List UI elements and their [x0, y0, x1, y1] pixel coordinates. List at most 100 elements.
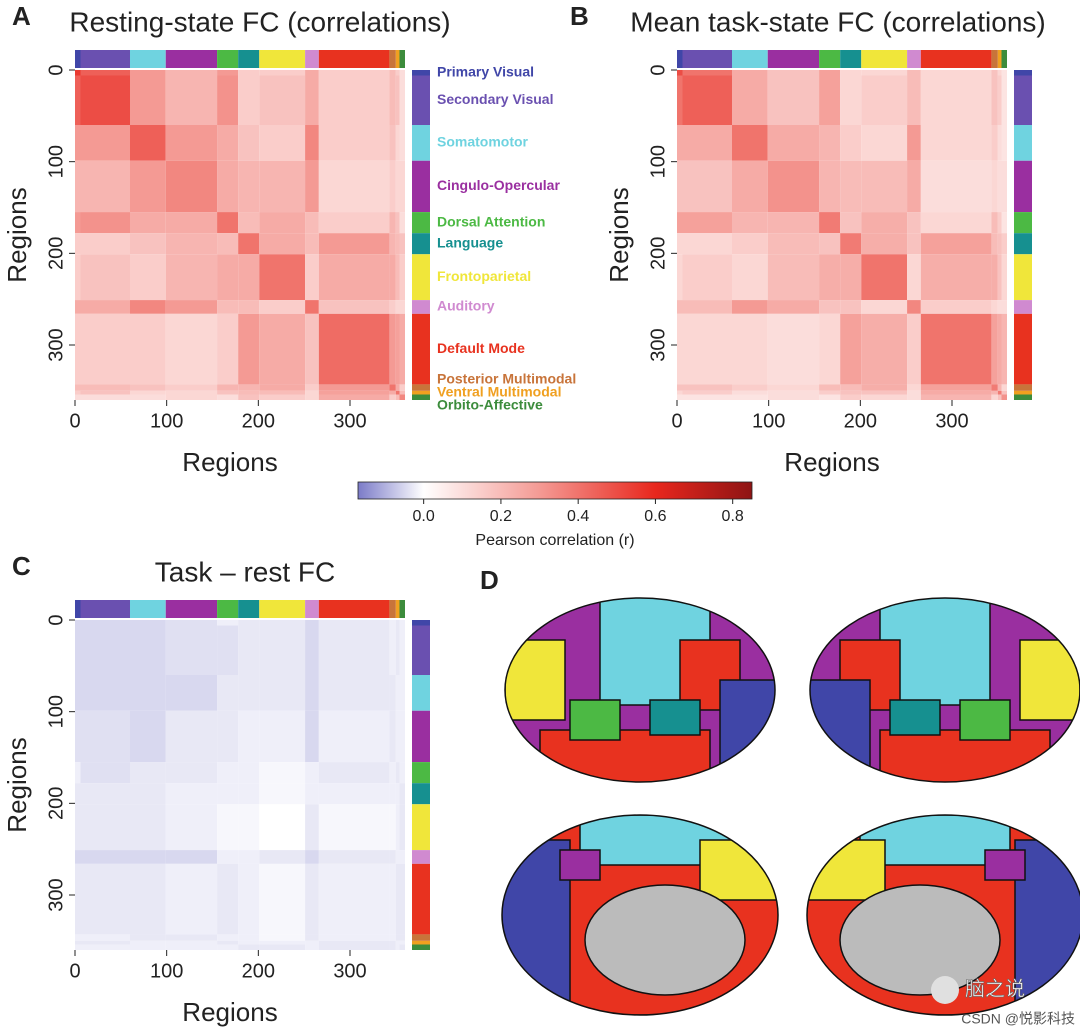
heatmap-cell	[130, 300, 166, 314]
heatmap-cell	[682, 254, 732, 301]
heatmap-cell	[682, 160, 732, 213]
heatmap-cell	[991, 75, 998, 125]
heatmap-cell	[130, 850, 166, 864]
heatmap-cell	[305, 710, 319, 763]
heatmap-cell	[75, 254, 81, 301]
heatmap-cell	[305, 675, 319, 711]
heatmap-cell	[305, 944, 319, 950]
heatmap-cell	[840, 254, 862, 301]
heatmap-cell	[682, 125, 732, 161]
heatmap-cell	[920, 390, 992, 395]
heatmap-cell	[907, 233, 921, 255]
heatmap-cell	[165, 675, 218, 711]
network-bar	[389, 50, 396, 68]
y-tick-label: 300	[45, 878, 67, 911]
heatmap-cell	[1001, 384, 1007, 391]
heatmap-cell	[389, 313, 396, 385]
y-axis-label: Regions	[604, 187, 634, 282]
heatmap-cell	[395, 394, 400, 400]
heatmap-cell	[1001, 254, 1007, 301]
heatmap-cell	[305, 254, 319, 301]
heatmap-cell	[259, 710, 306, 763]
heatmap-cell	[259, 944, 306, 950]
heatmap-cell	[907, 390, 921, 395]
heatmap-cell	[907, 313, 921, 385]
heatmap-cell	[677, 75, 683, 125]
network-bar	[682, 50, 732, 68]
heatmap-cell	[165, 850, 218, 864]
heatmap-cell	[318, 804, 390, 851]
heatmap-cell	[907, 160, 921, 213]
heatmap-cell	[165, 233, 218, 255]
heatmap-cell	[399, 75, 405, 125]
heatmap-cell	[238, 254, 260, 301]
heatmap-cell	[165, 390, 218, 395]
heatmap-cell	[75, 934, 81, 941]
heatmap-cell	[165, 863, 218, 935]
heatmap-cell	[389, 620, 396, 626]
heatmap-cell	[840, 300, 862, 314]
network-label: Orbito-Affective	[437, 397, 543, 413]
heatmap-cell	[732, 125, 768, 161]
heatmap-cell	[997, 233, 1002, 255]
heatmap-cell	[75, 233, 81, 255]
heatmap-cell	[75, 125, 81, 161]
heatmap-cell	[305, 313, 319, 385]
heatmap-cell	[318, 75, 390, 125]
heatmap-cell	[259, 233, 306, 255]
heatmap-cell	[130, 620, 166, 626]
network-bar	[75, 50, 81, 68]
heatmap-cell	[677, 384, 683, 391]
heatmap-cell	[318, 70, 390, 76]
heatmap-cell	[305, 160, 319, 213]
network-label: Default Mode	[437, 340, 525, 356]
heatmap-cell	[259, 394, 306, 400]
heatmap-cell	[767, 300, 820, 314]
network-label: Dorsal Attention	[437, 213, 545, 229]
heatmap-cell	[80, 233, 130, 255]
heatmap-cell	[907, 384, 921, 391]
brain-surfaces	[501, 597, 1080, 1016]
network-bar	[412, 783, 430, 805]
heatmap-cell	[395, 384, 400, 391]
heatmap-cell	[840, 212, 862, 234]
heatmap-cell	[997, 160, 1002, 213]
heatmap-cell	[395, 710, 400, 763]
heatmap-cell	[395, 944, 400, 950]
heatmap-cell	[75, 313, 81, 385]
heatmap-cell	[907, 254, 921, 301]
heatmap-cell	[217, 390, 239, 395]
heatmap-cell	[819, 75, 841, 125]
heatmap-cell	[80, 675, 130, 711]
network-bar	[1014, 70, 1032, 76]
heatmap-cell	[165, 212, 218, 234]
heatmap-cell	[819, 254, 841, 301]
heatmap-cell	[305, 934, 319, 941]
heatmap-cell	[399, 940, 405, 945]
heatmap-cell	[130, 254, 166, 301]
heatmap-cell	[259, 70, 306, 76]
heatmap-cell	[305, 863, 319, 935]
heatmap-cell	[165, 710, 218, 763]
network-bar	[1014, 394, 1032, 400]
heatmap-cell	[75, 394, 81, 400]
heatmap-cell	[732, 212, 768, 234]
heatmap-cell	[305, 212, 319, 234]
network-bar	[80, 600, 130, 618]
heatmap-cell	[920, 160, 992, 213]
heatmap-cell	[238, 625, 260, 675]
heatmap-cell	[80, 934, 130, 941]
heatmap-cell	[395, 625, 400, 675]
heatmap-cell	[165, 804, 218, 851]
heatmap-cell	[238, 70, 260, 76]
network-bar	[412, 390, 430, 395]
heatmap-cell	[165, 620, 218, 626]
heatmap-cell	[259, 762, 306, 784]
heatmap-cell	[861, 233, 908, 255]
heatmap-cell	[920, 75, 992, 125]
heatmap-cell	[80, 384, 130, 391]
heatmap-cell	[395, 940, 400, 945]
network-bar	[412, 675, 430, 711]
network-bar	[1001, 50, 1007, 68]
